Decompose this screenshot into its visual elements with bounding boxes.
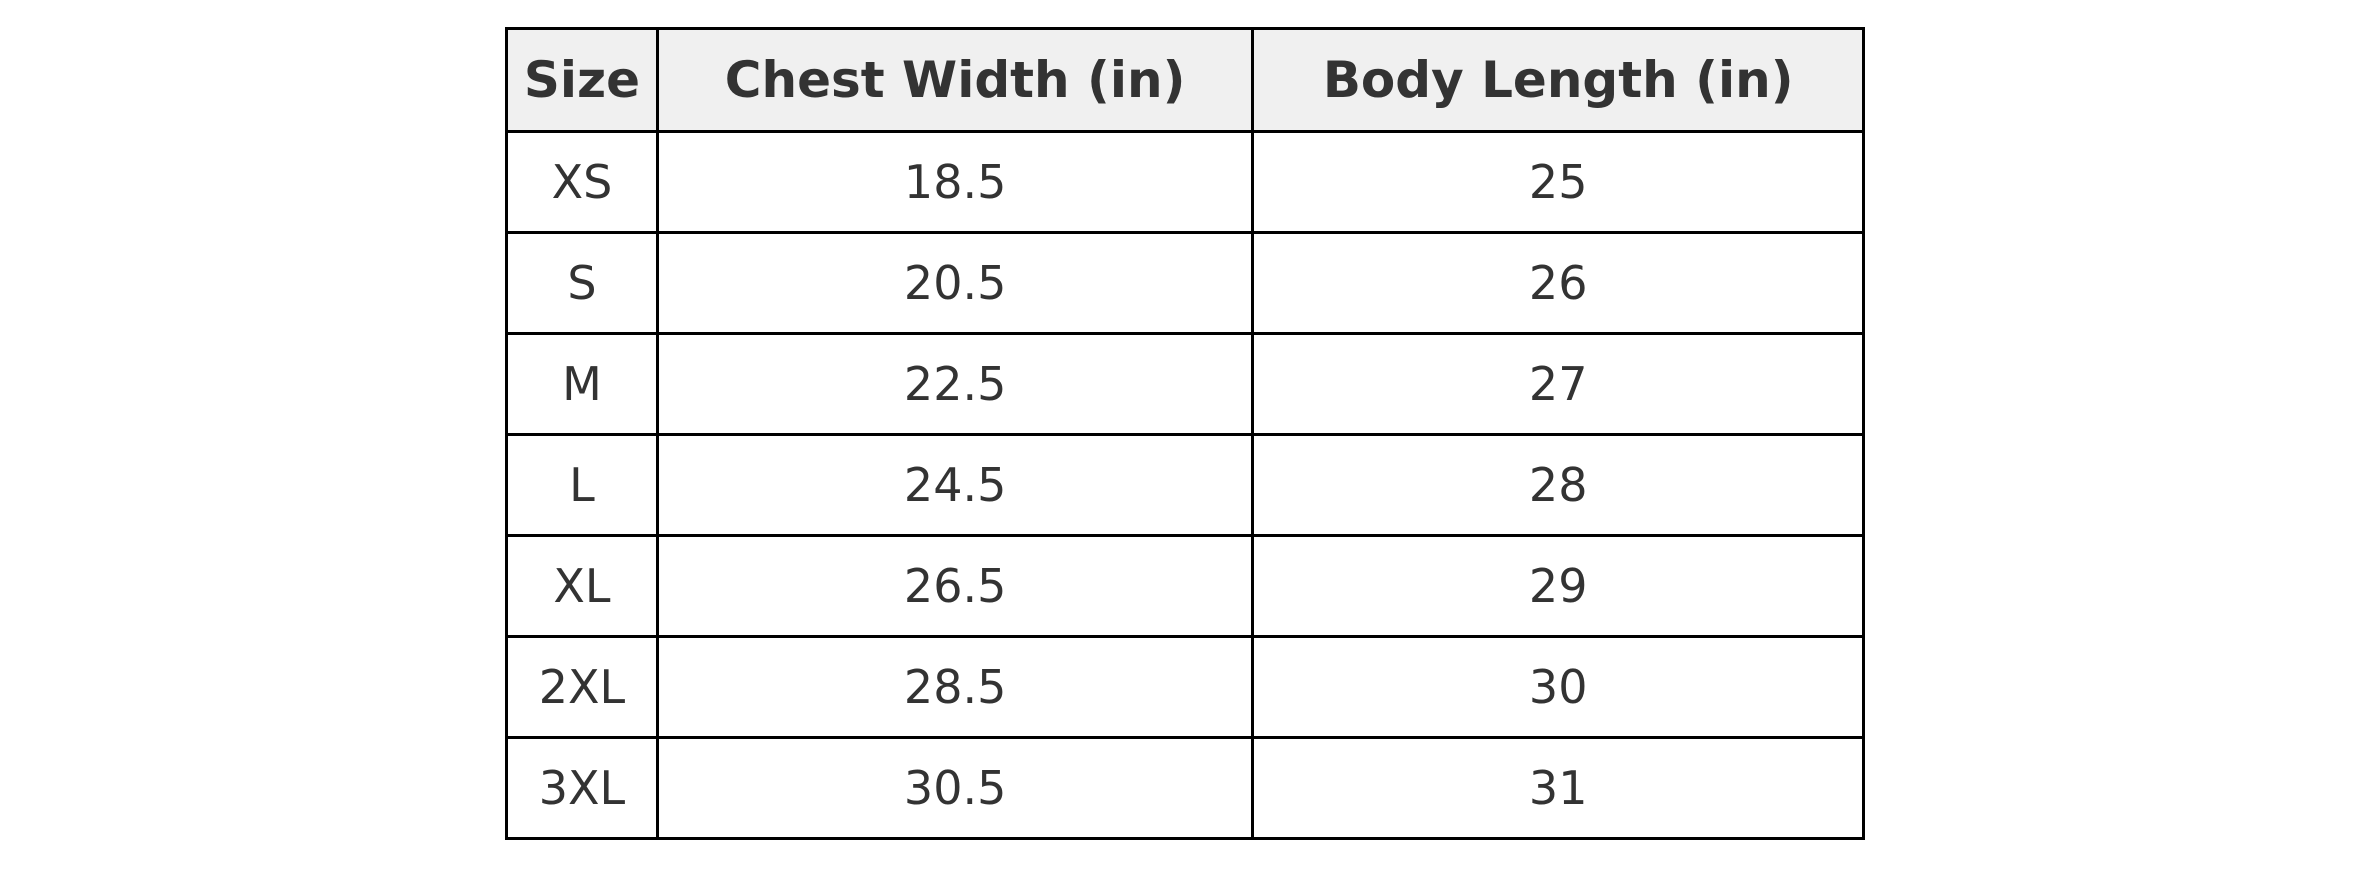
- table-row: M 22.5 27: [505, 332, 1865, 436]
- cell-body-length: 27: [1251, 332, 1865, 436]
- cell-body-length: 26: [1251, 231, 1865, 335]
- table-row: XL 26.5 29: [505, 534, 1865, 638]
- cell-body-length: 28: [1251, 433, 1865, 537]
- table-row: XS 18.5 25: [505, 130, 1865, 234]
- table-row: 3XL 30.5 31: [505, 736, 1865, 840]
- cell-chest-width: 26.5: [655, 534, 1255, 638]
- header-body-length: Body Length (in): [1251, 27, 1865, 133]
- table-row: S 20.5 26: [505, 231, 1865, 335]
- cell-chest-width: 22.5: [655, 332, 1255, 436]
- cell-chest-width: 20.5: [655, 231, 1255, 335]
- cell-size: XL: [505, 534, 659, 638]
- cell-size: XS: [505, 130, 659, 234]
- cell-chest-width: 24.5: [655, 433, 1255, 537]
- cell-size: M: [505, 332, 659, 436]
- cell-size: 2XL: [505, 635, 659, 739]
- cell-body-length: 29: [1251, 534, 1865, 638]
- cell-body-length: 30: [1251, 635, 1865, 739]
- header-chest-width: Chest Width (in): [655, 27, 1255, 133]
- header-row: Size Chest Width (in) Body Length (in): [505, 27, 1865, 133]
- cell-size: S: [505, 231, 659, 335]
- table-row: 2XL 28.5 30: [505, 635, 1865, 739]
- cell-size: 3XL: [505, 736, 659, 840]
- cell-chest-width: 28.5: [655, 635, 1255, 739]
- cell-body-length: 31: [1251, 736, 1865, 840]
- cell-chest-width: 30.5: [655, 736, 1255, 840]
- size-chart-table: Size Chest Width (in) Body Length (in) X…: [505, 27, 1865, 840]
- cell-chest-width: 18.5: [655, 130, 1255, 234]
- table-row: L 24.5 28: [505, 433, 1865, 537]
- header-size: Size: [505, 27, 659, 133]
- cell-size: L: [505, 433, 659, 537]
- cell-body-length: 25: [1251, 130, 1865, 234]
